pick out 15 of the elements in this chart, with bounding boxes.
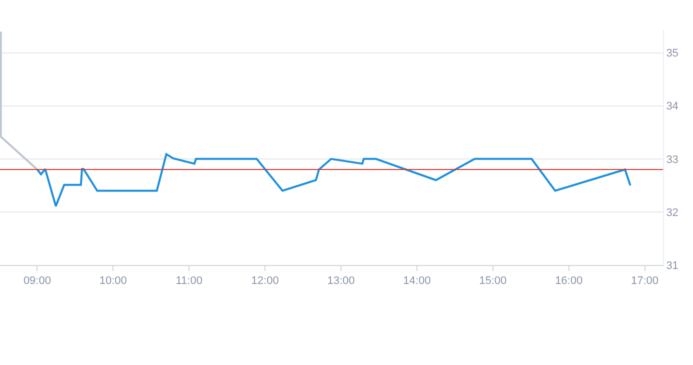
x-tick-label: 10:00 xyxy=(99,275,127,288)
x-tick-label: 11:00 xyxy=(176,275,202,288)
y-tick-label: 33 xyxy=(666,154,678,166)
x-tick-label: 12:00 xyxy=(251,275,279,288)
y-tick-label: 32 xyxy=(666,206,678,219)
y-tick-label: 34 xyxy=(666,100,678,113)
x-tick-label: 16:00 xyxy=(555,275,583,288)
y-tick-label: 31 xyxy=(666,260,678,272)
line-series xyxy=(36,153,632,208)
x-tick-label: 17:00 xyxy=(631,275,659,288)
x-tick-label: 09:00 xyxy=(23,275,51,288)
x-tick-label: 14:00 xyxy=(403,275,431,288)
x-tick-label: 15:00 xyxy=(479,275,507,288)
y-tick-label: 35 xyxy=(666,48,678,60)
x-tick-label: 13:00 xyxy=(327,275,355,288)
